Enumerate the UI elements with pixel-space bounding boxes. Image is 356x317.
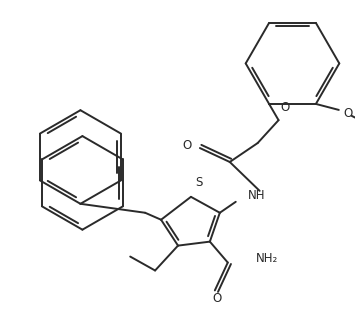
- Text: O: O: [344, 107, 353, 120]
- Text: O: O: [281, 101, 290, 114]
- Text: S: S: [195, 176, 202, 189]
- Text: O: O: [183, 139, 192, 152]
- Text: NH₂: NH₂: [256, 252, 278, 265]
- Text: NH: NH: [248, 189, 265, 202]
- Text: O: O: [212, 292, 221, 305]
